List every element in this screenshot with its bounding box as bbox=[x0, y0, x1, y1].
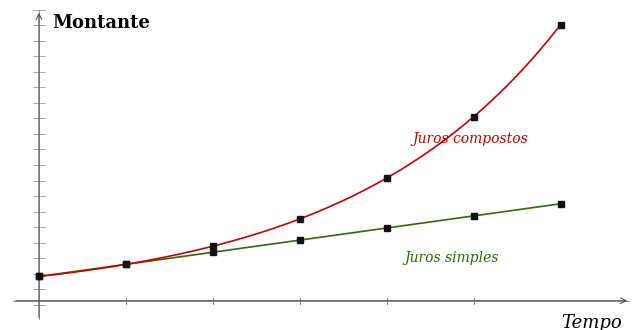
Text: Juros simples: Juros simples bbox=[404, 251, 498, 265]
Text: Montante: Montante bbox=[52, 14, 150, 32]
Text: Tempo: Tempo bbox=[561, 314, 621, 330]
Text: Juros compostos: Juros compostos bbox=[413, 132, 529, 146]
